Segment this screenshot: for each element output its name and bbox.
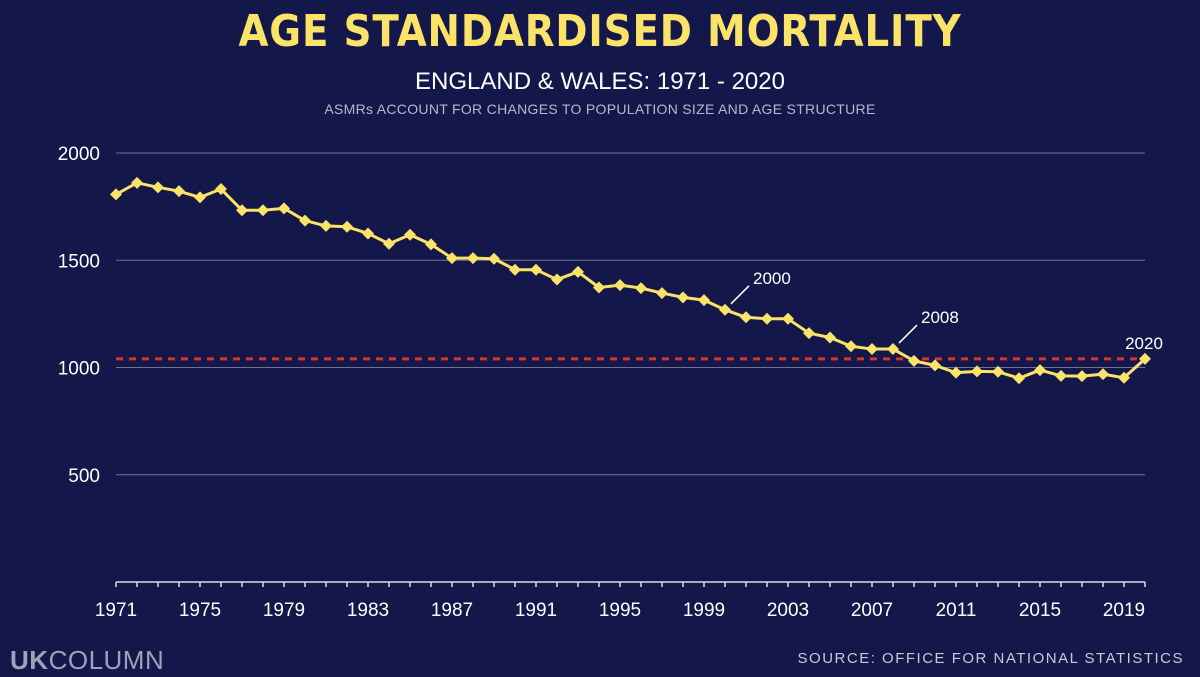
annotation-label: 2008 [921, 308, 959, 327]
x-tick-label: 2007 [851, 600, 893, 621]
data-point [740, 311, 752, 324]
annotation-leader [730, 285, 750, 305]
x-tick-label: 1999 [683, 600, 725, 621]
data-point [1034, 364, 1046, 377]
data-point [971, 365, 983, 378]
data-point [530, 263, 542, 276]
y-tick-label: 1000 [58, 359, 100, 380]
data-point [761, 312, 773, 325]
x-tick-label: 1983 [347, 600, 389, 621]
x-tick-label: 2011 [936, 600, 977, 621]
annotation-leader [898, 324, 918, 344]
y-tick-label: 1500 [58, 251, 100, 272]
data-point [110, 188, 122, 201]
data-point [593, 281, 605, 294]
data-point [467, 252, 479, 265]
data-point [656, 287, 668, 300]
data-point [320, 219, 332, 232]
annotation-label: 2020 [1125, 334, 1163, 353]
data-point [488, 252, 500, 265]
data-point [992, 365, 1004, 378]
data-point [152, 181, 164, 194]
annotation-label: 2000 [753, 269, 791, 288]
data-point [362, 227, 374, 240]
y-tick-label: 2000 [58, 144, 100, 165]
x-tick-label: 2015 [1019, 600, 1061, 621]
data-point [1139, 352, 1151, 365]
uk-column-logo: UKCOLUMN [10, 645, 164, 676]
x-tick-label: 1991 [515, 600, 557, 621]
data-point [194, 191, 206, 204]
data-point [1013, 372, 1025, 385]
data-point [446, 252, 458, 265]
data-point [845, 340, 857, 353]
data-point [824, 331, 836, 344]
source-note: SOURCE: OFFICE FOR NATIONAL STATISTICS [797, 650, 1184, 667]
data-point [383, 237, 395, 250]
x-tick-label: 2019 [1103, 600, 1145, 621]
data-point [887, 343, 899, 356]
data-point [635, 282, 647, 295]
data-point [929, 359, 941, 372]
data-point [236, 204, 248, 217]
data-point [1118, 371, 1130, 384]
logo-bold: UK [10, 645, 49, 675]
data-point [614, 279, 626, 292]
x-tick-label: 1995 [599, 600, 641, 621]
y-tick-label: 500 [68, 466, 100, 487]
data-point [1097, 368, 1109, 381]
chart-subtitle: ENGLAND & WALES: 1971 - 2020 [415, 68, 785, 95]
data-point [719, 303, 731, 316]
data-point [299, 214, 311, 227]
data-point [866, 343, 878, 356]
x-tick-label: 1971 [95, 600, 137, 621]
data-point [257, 204, 269, 217]
logo-light: COLUMN [48, 645, 165, 675]
x-tick-label: 1987 [431, 600, 473, 621]
data-point [698, 294, 710, 307]
data-point [782, 312, 794, 325]
data-point [950, 366, 962, 379]
data-point [677, 291, 689, 304]
data-point [572, 265, 584, 278]
data-point [803, 327, 815, 340]
data-point [404, 228, 416, 241]
data-point [341, 220, 353, 233]
data-point [908, 354, 920, 367]
x-tick-label: 1975 [179, 600, 221, 621]
data-point [1076, 370, 1088, 383]
x-tick-label: 2003 [767, 600, 809, 621]
data-point [1055, 369, 1067, 382]
data-point [278, 202, 290, 215]
data-point [509, 263, 521, 276]
data-point [173, 185, 185, 198]
series-line [115, 181, 1147, 380]
data-point [425, 238, 437, 251]
data-point [131, 176, 143, 189]
data-point [551, 273, 563, 286]
chart-title: AGE STANDARDISED MORTALITY [238, 6, 962, 57]
x-tick-label: 1979 [263, 600, 305, 621]
data-point [215, 183, 227, 196]
chart-note: ASMRs ACCOUNT FOR CHANGES TO POPULATION … [324, 101, 876, 117]
